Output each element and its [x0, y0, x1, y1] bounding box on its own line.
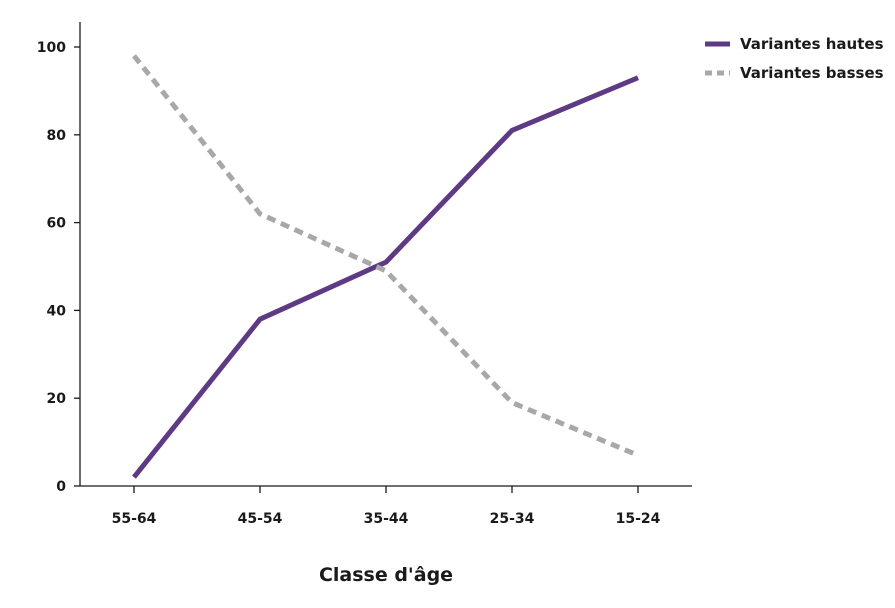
x-tick-label-15-24: 15-24: [616, 511, 661, 527]
y-axis-ticks: 0 20 40 60 80 100: [37, 40, 80, 495]
x-tick-label-35-44: 35-44: [364, 511, 409, 527]
legend-label-1: Variantes basses: [740, 64, 884, 82]
y-tick-label-60: 60: [47, 216, 67, 232]
x-axis-ticks: 55-64 45-54 35-44 25-34 15-24: [112, 486, 661, 527]
y-tick-label-20: 20: [47, 391, 67, 407]
series-line-variantes-hautes: [132, 75, 639, 479]
y-tick-label-80: 80: [47, 128, 67, 144]
legend-label-0: Variantes hautes: [740, 35, 884, 53]
y-tick-label-0: 0: [56, 479, 66, 495]
x-axis-title: Classe d'âge: [319, 564, 453, 586]
y-tick-label-100: 100: [37, 40, 66, 56]
legend: Variantes hautes Variantes basses: [705, 35, 884, 82]
series-line-variantes-basses: [132, 54, 639, 458]
series-lines: [132, 54, 639, 479]
y-tick-label-40: 40: [47, 303, 67, 319]
x-tick-label-55-64: 55-64: [112, 511, 157, 527]
x-tick-label-25-34: 25-34: [490, 511, 535, 527]
x-tick-label-45-54: 45-54: [238, 511, 283, 527]
